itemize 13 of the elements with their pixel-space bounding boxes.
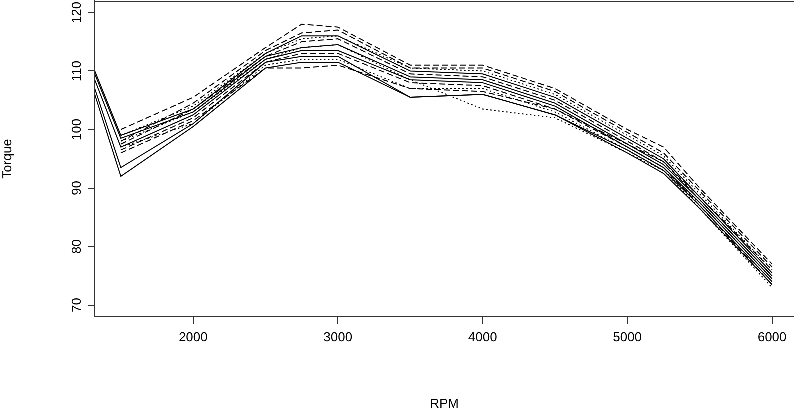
x-tick-label: 2000: [178, 329, 208, 344]
y-tick-label: 120: [69, 2, 84, 24]
y-tick-label: 100: [69, 118, 84, 141]
y-tick-label: 110: [69, 60, 84, 82]
x-tick-label: 4000: [468, 329, 498, 344]
x-tick-label: 3000: [324, 329, 353, 344]
y-tick-label: 70: [69, 298, 84, 313]
x-axis-title: RPM: [430, 396, 459, 411]
y-tick-label: 80: [69, 240, 84, 254]
x-tick-label: 6000: [758, 329, 787, 344]
y-tick-label: 90: [69, 181, 84, 196]
x-tick-label: 5000: [613, 329, 642, 344]
y-axis-title: Torque: [0, 139, 14, 179]
